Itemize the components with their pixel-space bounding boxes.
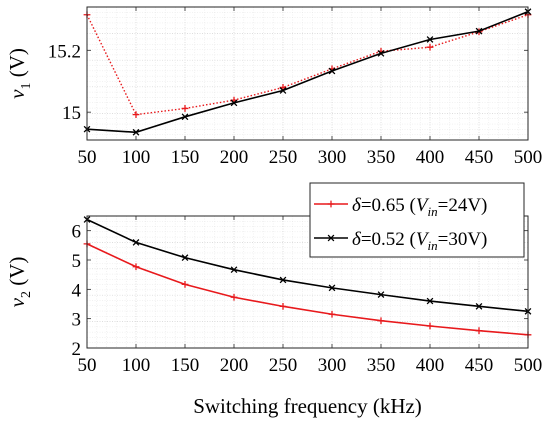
data-point [279, 302, 287, 310]
x-tick-label: 100 [122, 147, 151, 168]
x-tick-label: 450 [465, 355, 494, 376]
data-point [328, 67, 336, 75]
series-line [86, 10, 529, 134]
data-point [328, 284, 336, 292]
data-point [377, 291, 385, 298]
series-line [86, 243, 529, 336]
data-point [426, 322, 434, 330]
x-tick-label: 400 [416, 355, 445, 376]
x-tick-label: 150 [171, 147, 200, 168]
x-tick-label: 250 [269, 147, 298, 168]
x-tick-label: 500 [514, 355, 543, 376]
data-point [132, 111, 140, 119]
y-tick-label: 15 [62, 103, 81, 124]
x-tick-label: 300 [318, 147, 347, 168]
data-point [181, 280, 189, 288]
data-point [377, 50, 385, 57]
y-tick-label: 5 [72, 251, 82, 272]
x-tick-label: 200 [220, 355, 249, 376]
x-tick-label: 50 [78, 147, 97, 168]
panel-top: 50 100 150 200 250 300 350 400 450 500 15 15.2 v1 (V… [5, 6, 543, 168]
data-point [426, 36, 434, 43]
panel-bottom: 50 100 150 200 250 300 350 400 450 500 2 3 4 5 6 v2 (V)… [5, 182, 543, 418]
data-point [475, 327, 483, 335]
x-tick-label: 300 [318, 355, 347, 376]
series-line [86, 218, 529, 313]
x-tick-label: 100 [122, 355, 151, 376]
x-tick-label: 450 [465, 147, 494, 168]
minor-grid-top [87, 7, 528, 140]
y-tick-label: 4 [72, 280, 82, 301]
axes-box-top [86, 6, 529, 141]
x-tick-label: 350 [367, 355, 396, 376]
data-point [181, 105, 189, 112]
data-point [230, 99, 238, 107]
y-axis-label-bottom: v2 (V) [5, 257, 34, 308]
data-point [426, 43, 434, 51]
x-tick-label: 50 [78, 355, 97, 376]
data-point [230, 293, 238, 301]
x-tick-label: 400 [416, 147, 445, 168]
data-point [181, 113, 189, 121]
series-bottom-2 [83, 216, 532, 315]
x-tick-label: 350 [367, 147, 396, 168]
data-point [426, 297, 434, 305]
legend: δ=0.65 (Vin=24V) δ=0.52 (Vin=30V) [309, 182, 525, 258]
legend-box [309, 182, 525, 258]
axes-box-bottom [86, 215, 529, 349]
legend-label: δ=0.52 (Vin=30V) [352, 229, 487, 253]
data-point [377, 317, 385, 325]
data-point [230, 266, 238, 274]
legend-entry-1: δ=0.65 (Vin=24V) [314, 195, 487, 219]
data-point [475, 27, 483, 35]
y-axis-label-top: v1 (V) [5, 48, 34, 99]
series-line [86, 14, 529, 116]
y-tick-label: 6 [72, 222, 82, 243]
legend-entry-2: δ=0.52 (Vin=30V) [314, 229, 487, 253]
legend-label: δ=0.65 (Vin=24V) [352, 195, 487, 219]
data-point [475, 302, 483, 310]
data-point [132, 128, 140, 136]
y-tick-label: 15.2 [48, 41, 81, 62]
data-point [328, 310, 336, 318]
data-point [279, 276, 287, 284]
x-tick-label: 250 [269, 355, 298, 376]
legend-marker [327, 200, 335, 208]
x-tick-label: 150 [171, 355, 200, 376]
x-tick-label: 200 [220, 147, 249, 168]
y-tick-label: 2 [72, 339, 82, 360]
data-point [279, 87, 287, 94]
data-point [132, 263, 140, 271]
legend-marker [327, 234, 335, 242]
data-point [181, 254, 189, 262]
plot-area-top [87, 7, 528, 140]
x-tick-label: 500 [514, 147, 543, 168]
data-point [132, 239, 140, 246]
series-bottom-1 [83, 240, 532, 339]
x-axis-label: Switching frequency (kHz) [193, 394, 422, 418]
y-tick-label: 3 [72, 310, 82, 331]
